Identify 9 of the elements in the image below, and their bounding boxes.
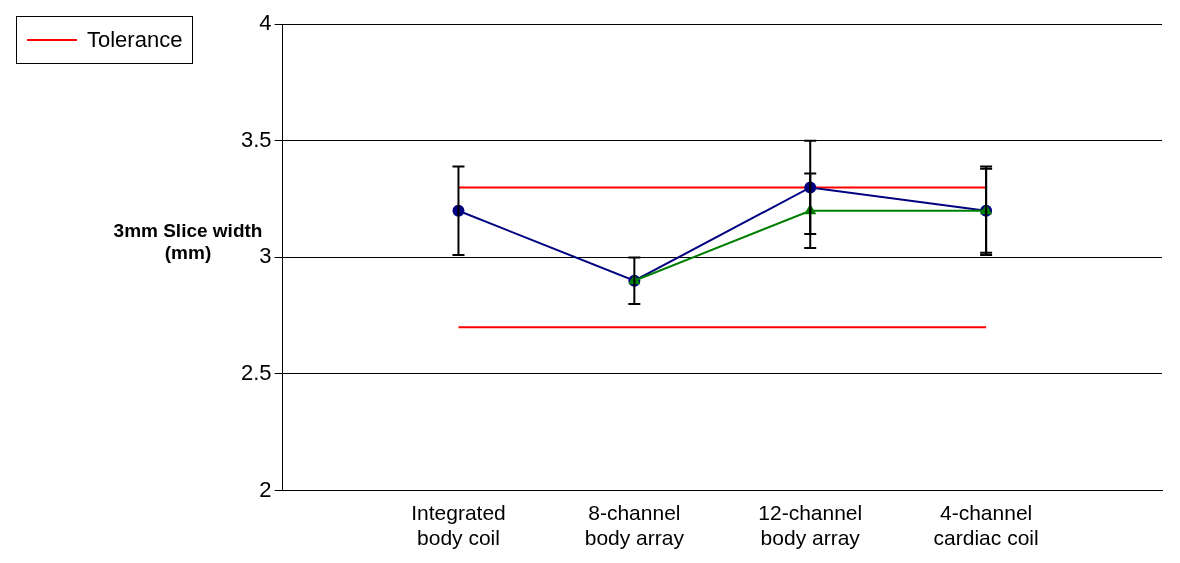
y-tick-label: 2.5 [240,360,272,386]
y-tick-label: 3.5 [240,126,272,152]
x-tick-label: 8-channel body array [584,501,685,550]
y-tick-label: 2 [259,476,272,502]
x-tick-label: 4-channel cardiac coil [933,501,1039,550]
x-tick-label: Integrated body coil [411,501,506,550]
legend-label: Tolerance [87,26,183,54]
y-tick-label: 4 [259,10,272,36]
x-tick-label: 12-channel body array [758,501,863,550]
